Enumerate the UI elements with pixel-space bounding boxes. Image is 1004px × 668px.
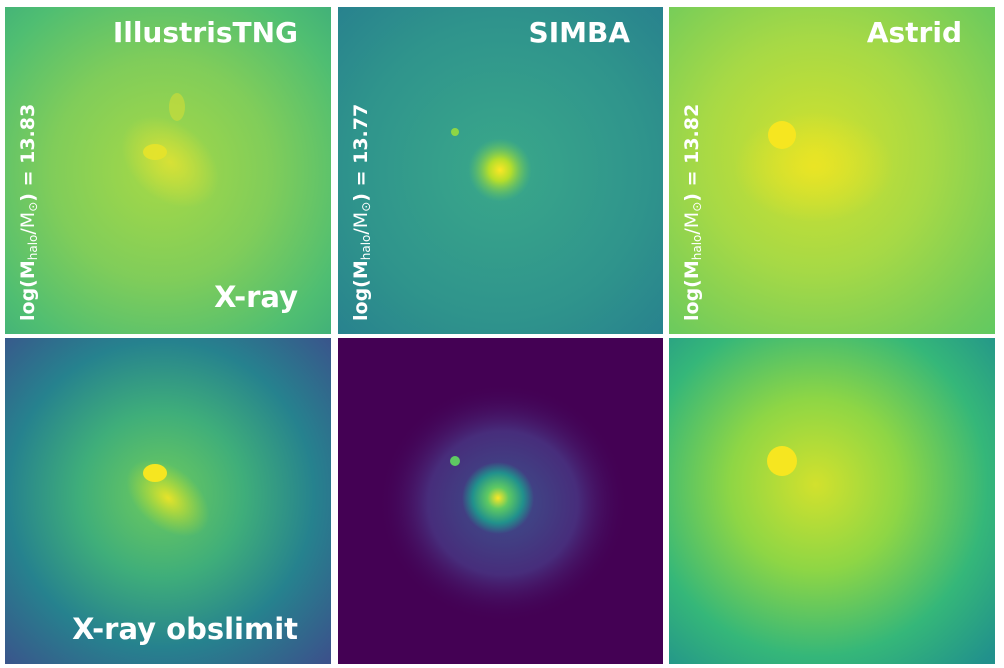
- xray-obslimit-map-illustristng: [5, 338, 331, 664]
- simulation-title: Astrid: [866, 16, 962, 49]
- halo-mass-label: log(Mhalo/M⊙) = 13.83: [17, 103, 40, 321]
- xray-map-simba: [338, 7, 663, 334]
- panel-simba-xray-obslimit: [338, 338, 663, 664]
- panel-astrid-xray-obslimit: [669, 338, 995, 664]
- panel-illustristng-xray: IllustrisTNG X-ray log(Mhalo/M⊙) = 13.83: [5, 7, 331, 334]
- simulation-title: IllustrisTNG: [112, 16, 298, 49]
- row-label-xray: X-ray: [214, 280, 298, 314]
- xray-obslimit-map-astrid: [669, 338, 995, 664]
- simulation-title: SIMBA: [528, 16, 630, 49]
- panel-astrid-xray: Astrid log(Mhalo/M⊙) = 13.82: [669, 7, 995, 334]
- panel-illustristng-xray-obslimit: X-ray obslimit: [5, 338, 331, 664]
- xray-map-illustristng: [5, 7, 331, 334]
- row-label-xray-obslimit: X-ray obslimit: [72, 612, 298, 646]
- xray-obslimit-map-simba: [338, 338, 663, 664]
- halo-mass-label: log(Mhalo/M⊙) = 13.77: [350, 103, 373, 321]
- panel-simba-xray: SIMBA log(Mhalo/M⊙) = 13.77: [338, 7, 663, 334]
- xray-map-astrid: [669, 7, 995, 334]
- halo-mass-label: log(Mhalo/M⊙) = 13.82: [681, 103, 704, 321]
